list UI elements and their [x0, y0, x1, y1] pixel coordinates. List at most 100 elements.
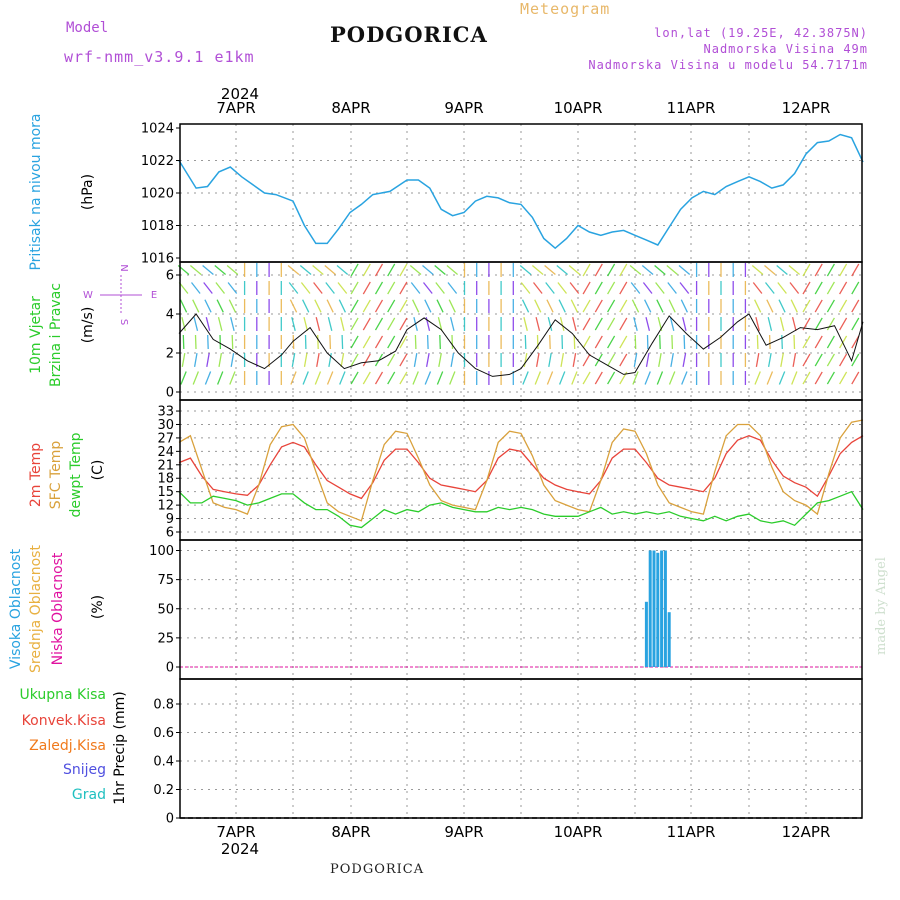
wind-barb-arrow [791, 317, 797, 331]
y-tick-label: 0 [166, 812, 174, 827]
wind-barb-arrow [545, 282, 555, 294]
wind-barb-arrow [387, 335, 396, 349]
wind-barb-arrow [399, 263, 408, 277]
wind-barb-arrow [399, 353, 408, 367]
wind-barb-arrow [534, 371, 542, 385]
high-cloud-bar [663, 550, 667, 667]
wind-barb-arrow [619, 281, 628, 295]
wind-barb-arrow [814, 281, 823, 295]
wind-barb-arrow [291, 352, 296, 368]
wind-barb-arrow [203, 282, 213, 294]
wind-barb-arrow [327, 317, 333, 331]
wind-barb-arrow [814, 335, 823, 349]
wind-barb-arrow [399, 299, 408, 313]
wind-barb-arrow [410, 282, 421, 294]
wind-barb-arrow [570, 299, 579, 313]
wind-barb-arrow [181, 352, 186, 368]
wind-barb-arrow [413, 352, 418, 368]
top-day-label: 12APR [782, 99, 831, 117]
wind-barb-arrow [633, 352, 638, 368]
bottom-year-label: 2024 [221, 840, 259, 858]
wind-barb-arrow [619, 353, 628, 367]
wind-barb-arrow [230, 352, 235, 368]
wind-barb-arrow [607, 317, 616, 331]
compass-e: E [151, 290, 157, 301]
wind-barb-arrow [568, 265, 581, 275]
wind-barb-arrow [338, 299, 346, 313]
wind-barb-arrow [182, 334, 185, 350]
panel-frame-wind [179, 261, 863, 401]
wind-barbs-layer [177, 263, 860, 385]
wind-barb-arrow [362, 317, 371, 331]
lonlat-label: lon,lat (19.25E, 42.3875N) [654, 26, 868, 40]
wind-barb-arrow [531, 265, 544, 275]
wind-barb-arrow [560, 352, 565, 368]
wind-barb-arrow [826, 317, 835, 331]
wind-barb-arrow [594, 299, 603, 313]
wind-barb-arrow [778, 371, 786, 385]
wind-barb-arrow [192, 371, 200, 385]
wind-barb-arrow [181, 317, 186, 331]
wind-barb-arrow [328, 352, 332, 368]
wind-barb-arrow [669, 317, 675, 331]
wind-barb-arrow [324, 265, 336, 275]
pressure-line [178, 133, 864, 250]
wind-barb-arrow [522, 371, 529, 385]
wind-barb-arrow [644, 371, 651, 385]
wind-barb-arrow [315, 317, 321, 331]
wind-barb-arrow [766, 371, 774, 385]
top-day-label: 7APR [216, 99, 255, 117]
temp-unit-label: (C) [90, 460, 106, 481]
wind-barb-arrow [350, 353, 359, 367]
wind-barb-arrow [339, 371, 346, 385]
wind-barb-arrow [435, 282, 445, 294]
wind-barb-arrow [802, 263, 811, 277]
wind-barb-arrow [594, 281, 603, 295]
wind-barb-arrow [202, 265, 214, 275]
wind-barb-arrow [839, 299, 848, 313]
wind-barb-arrow [607, 335, 616, 349]
wind-barb-arrow [216, 371, 224, 385]
wind-barb-arrow [218, 352, 223, 368]
wind-barb-arrow [436, 371, 444, 385]
high-cloud-bar [667, 612, 671, 667]
precip-graupel-label: Grad [72, 787, 106, 803]
y-tick-label: 12 [157, 499, 174, 514]
temp-2m-line [178, 435, 864, 500]
y-tick-label: 1024 [141, 122, 174, 137]
wind-barb-arrow [814, 263, 823, 277]
wind-barb-arrow [523, 352, 528, 368]
wind-barb-arrow [387, 299, 396, 313]
wind-barb-arrow [189, 265, 202, 275]
wind-barb-arrow [289, 299, 298, 313]
bottom-day-label: 11APR [667, 823, 716, 841]
wind-barb-arrow [207, 334, 209, 350]
wind-barb-arrow [826, 335, 835, 349]
dewpt-temp-label: dewpt Temp [68, 432, 84, 517]
wind-barb-arrow [559, 317, 565, 331]
wind-barb-arrow [666, 265, 678, 275]
wind-barb-arrow [594, 335, 603, 349]
high-cloud-label: Visoka Oblacnost [8, 548, 24, 669]
wind-barb-arrow [802, 335, 811, 349]
wind-barb-arrow [752, 282, 763, 294]
wind-barb-arrow [582, 299, 591, 313]
wind-barb-arrow [547, 317, 553, 331]
wind-barb-arrow [754, 299, 762, 313]
high-cloud-bar [644, 601, 648, 667]
y-tick-label: 0 [166, 386, 174, 401]
wind-barb-arrow [228, 299, 237, 313]
wind-barb-arrow [569, 282, 580, 294]
wind-barb-arrow [582, 353, 591, 367]
wind-barb-arrow [303, 317, 309, 331]
top-day-label: 8APR [331, 99, 370, 117]
wind-axis-label-2: Brzina i Pravac [48, 283, 64, 387]
wind-barb-arrow [851, 335, 860, 349]
mid-cloud-label: Srednja Oblacnost [28, 545, 44, 673]
wind-barb-arrow [549, 334, 551, 350]
wind-barb-arrow [607, 263, 616, 277]
y-tick-label: 100 [149, 544, 174, 559]
wind-barb-arrow [216, 299, 224, 313]
wind-barb-arrow [793, 334, 796, 350]
cloud-unit-label: (%) [90, 595, 106, 619]
